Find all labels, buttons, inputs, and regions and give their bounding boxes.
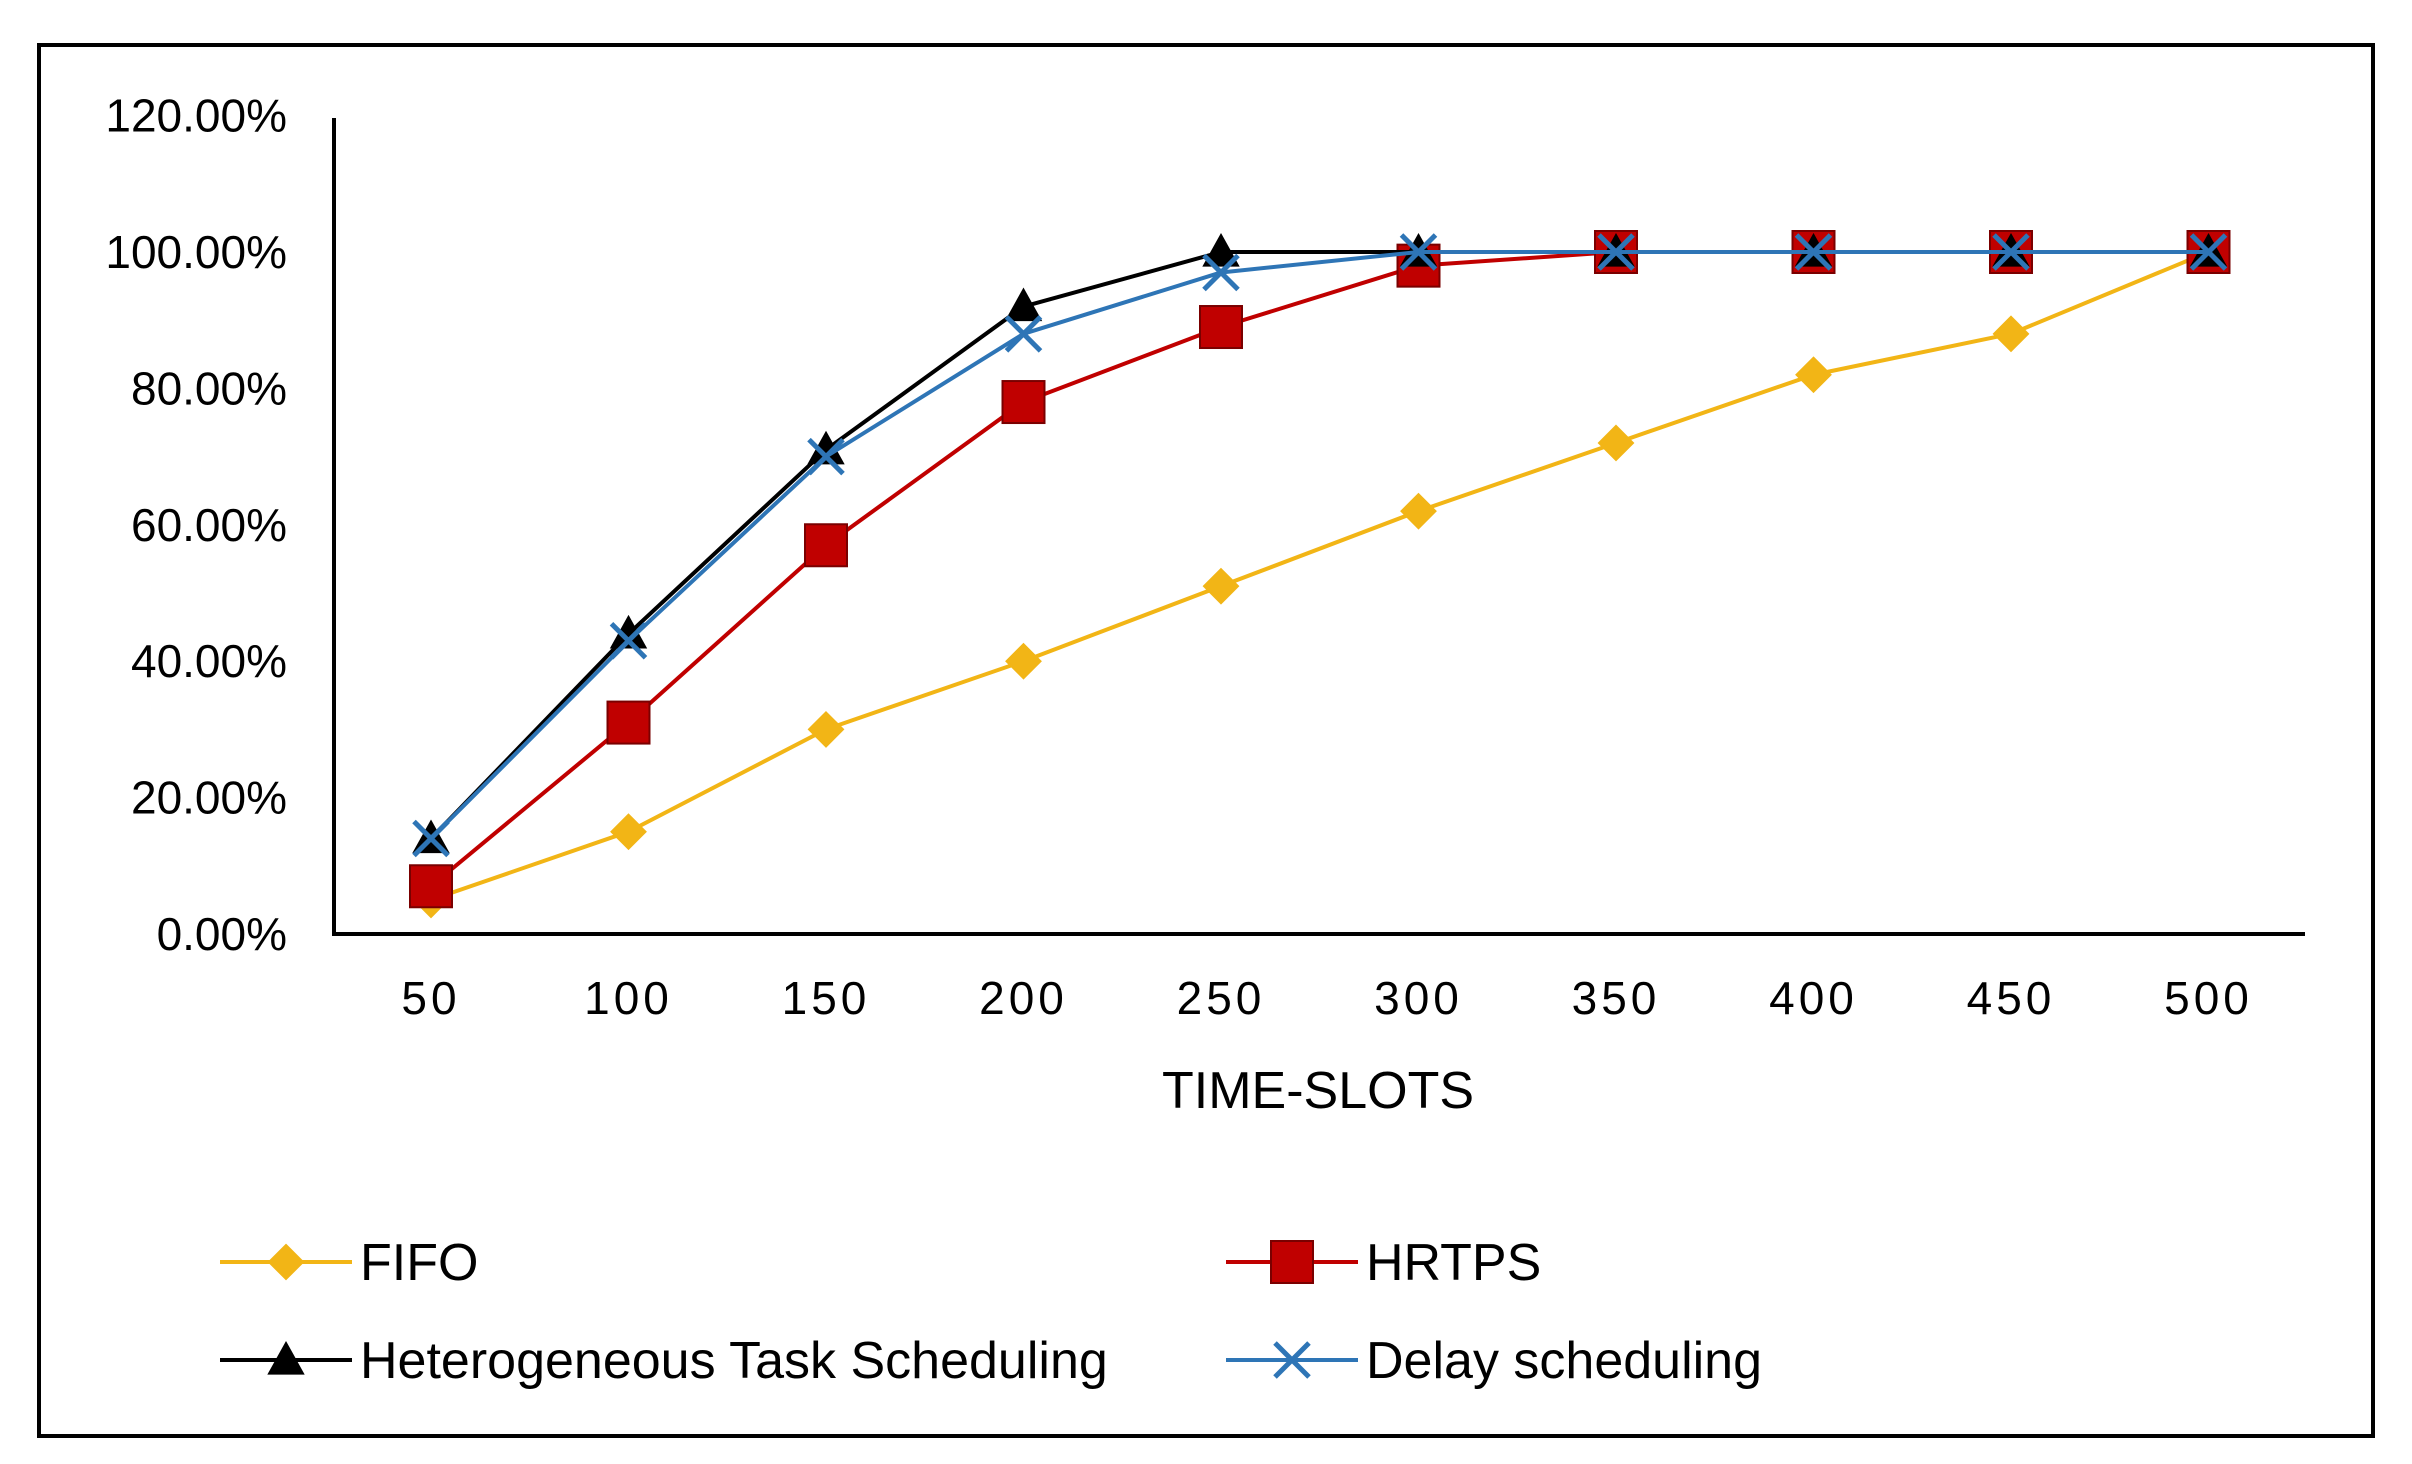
series-line-delay-scheduling bbox=[429, 250, 2209, 840]
x-tick-label: 150 bbox=[782, 972, 871, 1024]
data-point-delay-scheduling bbox=[1992, 233, 2030, 271]
y-tick-label: 60.00% bbox=[131, 499, 287, 551]
x-tick-label: 450 bbox=[1967, 972, 2056, 1024]
x-tick-label: 400 bbox=[1769, 972, 1858, 1024]
legend-item-delay-scheduling: Delay scheduling bbox=[1226, 1332, 1762, 1390]
data-point-fifo bbox=[610, 813, 647, 851]
legend-label: FIFO bbox=[360, 1234, 478, 1292]
data-point-delay-scheduling bbox=[1399, 233, 1438, 271]
data-point-hrtps bbox=[804, 523, 848, 568]
y-tick-label: 0.00% bbox=[157, 908, 287, 960]
series-line-fifo bbox=[430, 250, 2210, 902]
legend-label: HRTPS bbox=[1366, 1234, 1541, 1292]
legend-marker-heterogeneous-task-scheduling bbox=[267, 1340, 305, 1375]
series-delay-scheduling bbox=[412, 233, 2228, 858]
data-point-hrtps bbox=[409, 864, 453, 909]
data-point-fifo bbox=[807, 710, 845, 748]
data-point-delay-scheduling bbox=[2189, 233, 2228, 271]
legend-item-heterogeneous-task-scheduling: Heterogeneous Task Scheduling bbox=[220, 1332, 1108, 1390]
data-point-delay-scheduling bbox=[412, 819, 450, 858]
data-point-fifo bbox=[1795, 356, 1832, 394]
x-tick-label: 350 bbox=[1572, 972, 1661, 1024]
legend-label: Heterogeneous Task Scheduling bbox=[360, 1332, 1108, 1390]
legend-marker-fifo bbox=[267, 1243, 305, 1281]
data-point-delay-scheduling bbox=[609, 621, 648, 660]
data-point-fifo bbox=[1992, 315, 2030, 353]
x-tick-label: 250 bbox=[1177, 972, 1266, 1024]
y-tick-label: 20.00% bbox=[131, 772, 287, 824]
x-tick-label: 50 bbox=[401, 972, 460, 1024]
data-point-delay-scheduling bbox=[1597, 233, 1635, 271]
data-point-fifo bbox=[1005, 642, 1042, 680]
data-point-hrtps bbox=[606, 700, 651, 745]
y-tick-labels: 0.00% 20.00% 40.00% 60.00% 80.00% 100.00% 120.… bbox=[105, 90, 287, 960]
data-point-delay-scheduling bbox=[1004, 315, 1043, 353]
data-point-heterogeneous-task-scheduling bbox=[1202, 232, 1240, 267]
y-tick-label: 40.00% bbox=[131, 635, 287, 687]
data-point-heterogeneous-task-scheduling bbox=[1004, 287, 1043, 322]
x-tick-label: 300 bbox=[1374, 972, 1463, 1024]
legend-label: Delay scheduling bbox=[1366, 1332, 1762, 1390]
legend-marker-hrtps bbox=[1270, 1240, 1314, 1284]
x-tick-label: 500 bbox=[2164, 972, 2253, 1024]
legend-item-fifo: FIFO bbox=[220, 1234, 478, 1292]
y-tick-label: 100.00% bbox=[105, 226, 287, 278]
axes bbox=[332, 118, 2305, 936]
y-tick-label: 80.00% bbox=[131, 362, 287, 414]
data-point-delay-scheduling bbox=[1202, 253, 1240, 292]
x-tick-label: 200 bbox=[979, 972, 1068, 1024]
legend-item-hrtps: HRTPS bbox=[1226, 1234, 1541, 1292]
series-group bbox=[409, 230, 2231, 919]
data-point-delay-scheduling bbox=[807, 437, 845, 476]
x-tick-label: 100 bbox=[584, 972, 673, 1024]
data-point-hrtps bbox=[1001, 380, 1046, 425]
data-point-hrtps bbox=[1199, 305, 1243, 350]
legend-marker-delay-scheduling bbox=[1273, 1341, 1311, 1379]
data-point-fifo bbox=[1202, 567, 1240, 605]
legend: FIFO HRTPS Heterogeneous Task Scheduling De… bbox=[220, 1234, 1762, 1390]
data-point-fifo bbox=[1597, 424, 1635, 462]
x-tick-labels: 50 100 150 200 250 300 350 400 450 500 bbox=[401, 972, 2253, 1024]
data-point-fifo bbox=[1400, 492, 1437, 530]
data-point-delay-scheduling bbox=[1794, 233, 1833, 271]
y-tick-label: 120.00% bbox=[105, 90, 287, 142]
x-axis-title: TIME-SLOTS bbox=[1162, 1062, 1474, 1120]
